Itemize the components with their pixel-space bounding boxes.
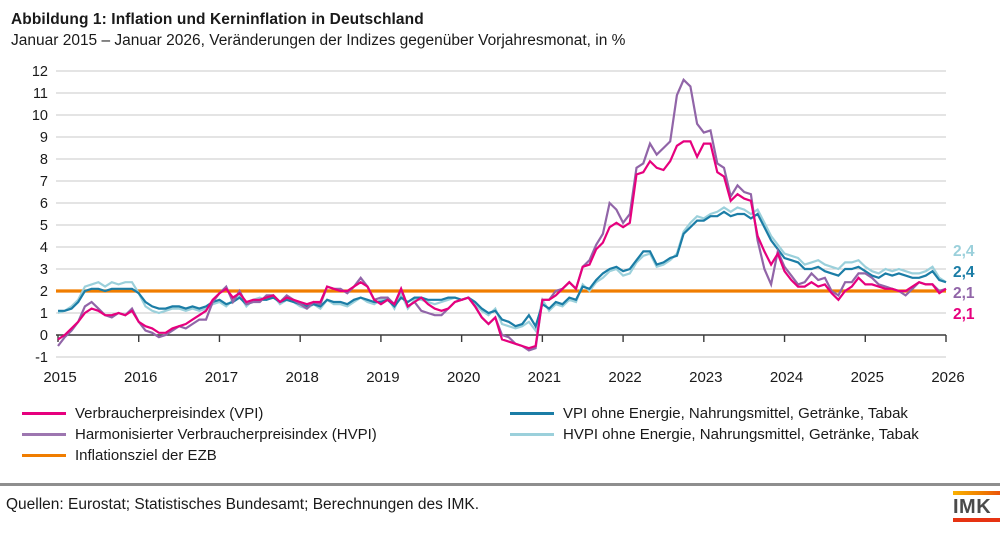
x-axis-tick-label: 2017 — [205, 369, 238, 386]
y-axis-tick-label: 9 — [40, 130, 48, 146]
legend-item-hvpi-core: HVPI ohne Energie, Nahrungsmittel, Geträ… — [510, 424, 919, 445]
y-axis-tick-label: 1 — [40, 306, 48, 322]
series-line-0 — [57, 140, 947, 350]
x-axis-tick-label: 2021 — [528, 369, 561, 386]
legend-column-right: VPI ohne Energie, Nahrungsmittel, Geträn… — [510, 403, 919, 445]
legend-label: Inflationsziel der EZB — [75, 447, 217, 464]
series-end-value-label: 2,4 — [953, 264, 975, 281]
y-axis-tick-label: 4 — [40, 240, 48, 256]
legend-label: VPI ohne Energie, Nahrungsmittel, Geträn… — [563, 405, 908, 422]
legend-label: Harmonisierter Verbraucherpreisindex (HV… — [75, 426, 377, 443]
y-axis-tick-label: 7 — [40, 174, 48, 190]
legend-item-vpi-core: VPI ohne Energie, Nahrungsmittel, Geträn… — [510, 403, 919, 424]
series-line-3 — [57, 206, 947, 334]
y-axis-tick-label: 3 — [40, 262, 48, 278]
imk-logo: IMK — [953, 491, 1000, 522]
x-axis-tick-label: 2025 — [851, 369, 884, 386]
x-axis-tick-label: 2023 — [689, 369, 722, 386]
hvpi-core-line-swatch — [510, 433, 554, 436]
hvpi-line-swatch — [22, 433, 66, 436]
footer-divider — [0, 483, 1000, 486]
x-axis-tick-label: 2024 — [770, 369, 803, 386]
x-axis-tick-label: 2019 — [366, 369, 399, 386]
legend-column-left: Verbraucherpreisindex (VPI) Harmonisiert… — [22, 403, 377, 466]
y-axis-tick-label: 0 — [40, 328, 48, 344]
series-end-value-label: 2,1 — [953, 306, 975, 323]
legend-label: Verbraucherpreisindex (VPI) — [75, 405, 264, 422]
series-line-1 — [57, 77, 947, 352]
series-line-2 — [58, 210, 947, 329]
vpi-core-line-swatch — [510, 412, 554, 415]
figure-subtitle: Januar 2015 – Januar 2026, Veränderungen… — [11, 32, 626, 49]
imk-logo-bottom-bar — [953, 518, 1000, 522]
legend-label: HVPI ohne Energie, Nahrungsmittel, Geträ… — [563, 426, 919, 443]
legend-item-hvpi: Harmonisierter Verbraucherpreisindex (HV… — [22, 424, 377, 445]
legend-item-vpi: Verbraucherpreisindex (VPI) — [22, 403, 377, 424]
y-axis-tick-label: 2 — [40, 284, 48, 300]
y-axis-tick-label: 10 — [32, 108, 48, 124]
x-axis-tick-label: 2015 — [43, 369, 76, 386]
inflation-chart: -1 0 1 2 3 4 5 6 7 8 9 10 11 12 2015 2016 2017 2018 2019 20… — [32, 64, 975, 386]
legend-item-ezb-target: Inflationsziel der EZB — [22, 445, 377, 466]
y-axis-tick-label: 8 — [40, 152, 48, 168]
x-axis-tick-label: 2016 — [124, 369, 157, 386]
source-note: Quellen: Eurostat; Statistisches Bundesa… — [6, 496, 480, 513]
series-end-value-label: 2,1 — [953, 285, 975, 302]
y-axis-tick-label: 11 — [33, 86, 48, 102]
x-axis-tick-label: 2020 — [447, 369, 480, 386]
x-axis-tick-label: 2026 — [931, 369, 964, 386]
series-end-value-label: 2,4 — [953, 243, 975, 260]
x-axis-tick-label: 2018 — [285, 369, 318, 386]
y-axis-tick-label: -1 — [35, 350, 48, 366]
imk-logo-top-bar — [953, 491, 1000, 495]
ezb-target-line-swatch — [22, 454, 66, 457]
y-axis-tick-label: 6 — [40, 196, 48, 212]
x-axis-tick-label: 2022 — [608, 369, 641, 386]
y-axis-tick-label: 5 — [40, 218, 48, 234]
imk-logo-text: IMK — [953, 496, 992, 518]
figure-title: Abbildung 1: Inflation und Kerninflation… — [11, 11, 424, 28]
vpi-line-swatch — [22, 412, 66, 415]
y-axis-tick-label: 12 — [32, 64, 48, 80]
